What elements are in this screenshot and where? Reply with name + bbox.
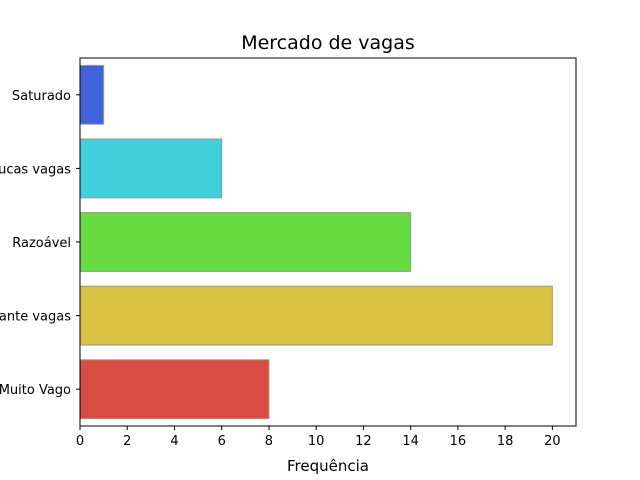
x-tick-label: 10	[308, 434, 325, 449]
bar	[79, 138, 223, 199]
x-tick-label: 6	[218, 434, 226, 449]
bar	[79, 359, 270, 420]
x-tick-label: 16	[450, 434, 467, 449]
y-tick-label: Bastante vagas	[0, 310, 71, 325]
x-tick-label: 8	[265, 434, 273, 449]
x-tick-label: 14	[402, 434, 419, 449]
x-tick-label: 12	[355, 434, 372, 449]
bars-group	[79, 64, 553, 420]
bar	[79, 285, 553, 346]
x-tick-label: 2	[123, 434, 131, 449]
bar	[79, 212, 412, 272]
chart-title: Mercado de vagas	[241, 32, 415, 54]
x-tick-label: 18	[497, 434, 514, 449]
x-axis-label: Frequência	[287, 457, 369, 475]
y-axis-ticks: Saturado Poucas vagas Razoável Bastante vag…	[0, 89, 80, 398]
x-tick-label: 4	[170, 434, 178, 449]
y-tick-label: Poucas vagas	[0, 162, 71, 177]
x-tick-label: 20	[544, 434, 561, 449]
bar	[79, 64, 105, 125]
y-tick-label: Muito Vago	[0, 383, 71, 398]
x-tick-label: 0	[76, 434, 84, 449]
y-tick-label: Razoável	[12, 236, 71, 251]
y-tick-label: Saturado	[12, 89, 71, 104]
x-axis-ticks: 0 2 4 6 8 10 12 14 16 18 20	[76, 426, 561, 449]
